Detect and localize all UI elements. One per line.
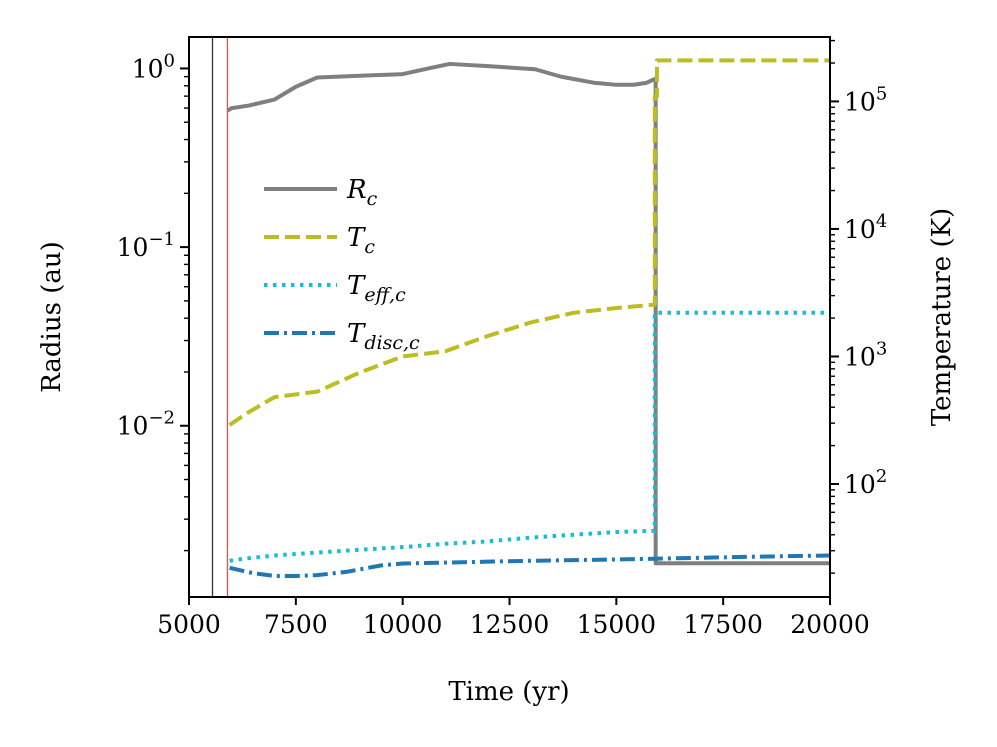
x-tick-label: 12500: [470, 610, 550, 639]
legend-label: Teff,c: [347, 271, 406, 306]
x-tick-label: 17500: [683, 610, 763, 639]
series-line-t-c: [228, 58, 830, 427]
series-line-t-disc-c: [229, 553, 831, 578]
y-right-tick-label: 102: [844, 466, 887, 499]
x-tick-label: 10000: [363, 610, 443, 639]
y-left-tick-label: 10−1: [117, 229, 175, 262]
legend-label: Tdisc,c: [347, 319, 420, 354]
y-left-tick-label: 10−2: [117, 408, 175, 441]
x-ticks: 5000 7500 10000 12500 15000 17500 20000: [157, 597, 870, 639]
y-right-tick-label: 104: [844, 211, 887, 244]
series-line-t-eff-c: [229, 310, 830, 563]
y-right-tick-label: 105: [844, 83, 887, 116]
legend: Rc Tc Teff,c Tdisc,c: [264, 175, 420, 354]
y-left-tick-label: 100: [132, 50, 175, 83]
x-tick-label: 7500: [264, 610, 328, 639]
x-tick-label: 15000: [577, 610, 657, 639]
legend-label: Rc: [346, 175, 378, 210]
series-line-r-c: [226, 61, 830, 566]
x-axis-label: Time (yr): [448, 677, 569, 707]
y-axis-label-left: Radius (au): [37, 241, 67, 393]
vertical-markers: [211, 37, 229, 597]
y-axis-label-right: Temperature (K): [927, 208, 957, 426]
plot-frame: [188, 36, 831, 598]
legend-label: Tc: [347, 223, 375, 258]
x-tick-label: 5000: [157, 610, 221, 639]
y-ticks-left: 100 10−1 10−2: [117, 50, 189, 552]
y-right-tick-label: 103: [844, 338, 887, 371]
y-ticks-right: 105 104 103 102: [830, 39, 887, 574]
series-lines: [226, 58, 831, 578]
x-tick-label: 20000: [790, 610, 870, 639]
